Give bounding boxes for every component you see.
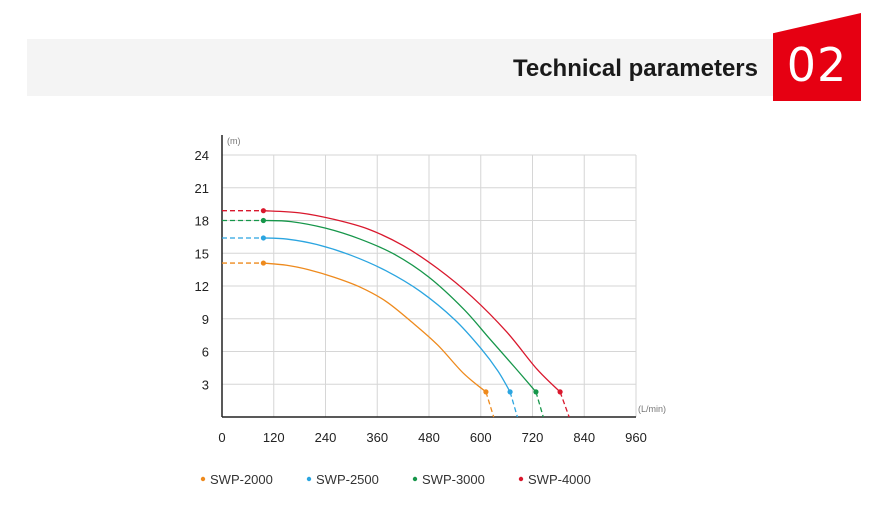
y-tick-label: 3 (202, 377, 209, 392)
series-dashed-end (535, 391, 544, 418)
y-tick-label: 12 (195, 279, 209, 294)
series-curve (263, 219, 537, 393)
chart-series (222, 208, 570, 418)
y-tick-label: 6 (202, 345, 209, 360)
x-tick-label: 840 (573, 430, 595, 445)
series-dashed-end (485, 391, 495, 418)
legend-marker (200, 476, 206, 482)
section-title: Technical parameters (512, 55, 758, 82)
y-tick-label: 15 (195, 246, 209, 261)
legend-marker (412, 476, 418, 482)
y-tick-label: 21 (195, 181, 209, 196)
x-tick-label: 360 (366, 430, 388, 445)
series-dashed-end (509, 391, 519, 418)
x-tick-label: 240 (315, 430, 337, 445)
x-tick-label: 600 (470, 430, 492, 445)
header-band (27, 39, 859, 96)
x-tick-label: 720 (522, 430, 544, 445)
series-start-marker (260, 208, 266, 214)
chart-legend: SWP-2000 SWP-2500 SWP-3000 SWP-4000 (200, 472, 591, 487)
y-tick-label: 18 (195, 214, 209, 229)
series-start-marker (260, 217, 266, 224)
series-dashed-end (559, 391, 570, 418)
series-end-marker (533, 389, 539, 395)
chart-axes: 0 120 240 360 480 600 720 840 960 3 6 9 12 15 18 21 24 (m… (195, 135, 666, 445)
x-tick-label: 0 (218, 430, 225, 445)
series-start-marker (260, 235, 266, 241)
x-tick-label: 480 (418, 430, 440, 445)
y-unit-label: (m) (227, 136, 241, 146)
legend-label: SWP-2000 (210, 472, 273, 487)
series-curve (263, 237, 511, 393)
series-curve (263, 210, 561, 393)
series-end-marker (557, 389, 563, 395)
series-end-marker (507, 389, 513, 395)
series-curve (263, 262, 487, 393)
chart-grid (222, 154, 637, 417)
legend-label: SWP-2500 (316, 472, 379, 487)
x-unit-label: (L/min) (638, 404, 666, 414)
series-start-marker (260, 260, 266, 266)
legend-marker (518, 476, 524, 482)
y-tick-label: 9 (202, 312, 209, 327)
legend-label: SWP-3000 (422, 472, 485, 487)
series-end-marker (483, 389, 489, 395)
y-tick-label: 24 (195, 148, 209, 163)
x-tick-label: 120 (263, 430, 285, 445)
x-tick-label: 960 (625, 430, 647, 445)
legend-marker (306, 476, 312, 482)
legend-label: SWP-4000 (528, 472, 591, 487)
